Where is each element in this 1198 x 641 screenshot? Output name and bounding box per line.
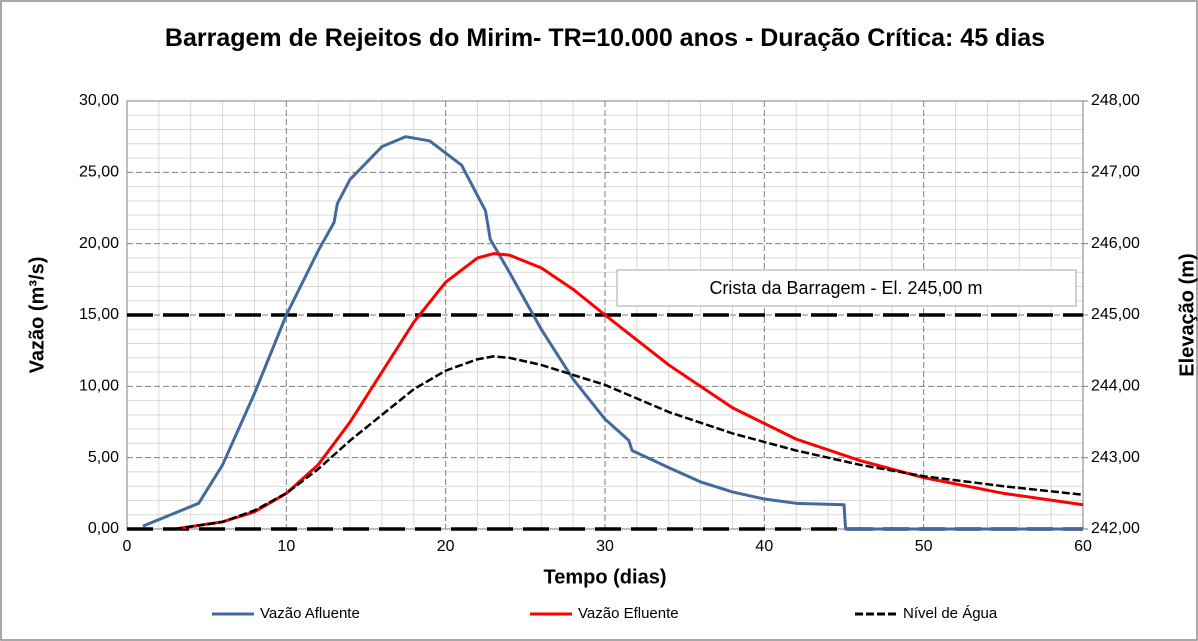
legend-label: Vazão Afluente: [260, 605, 360, 622]
annotation-box: [616, 269, 1077, 307]
legend-label: Nível de Água: [903, 605, 998, 622]
series-line: [174, 252, 1084, 531]
x-tick-label: 10: [277, 538, 295, 555]
y-tick-label: 20,00: [79, 235, 119, 252]
chart-title: Barragem de Rejeitos do Mirim- TR=10.000…: [164, 24, 1046, 52]
y2-tick-label: 243,00: [1091, 449, 1140, 466]
y-tick-label: 10,00: [79, 378, 119, 395]
y-tick-label: 5,00: [88, 449, 119, 466]
series-line: [174, 355, 1084, 531]
y2-tick-label: 248,00: [1091, 92, 1140, 109]
y-axis-label: Vazão (m³/s): [26, 257, 48, 374]
y2-tick-label: 242,00: [1091, 520, 1140, 537]
y2-tick-label: 247,00: [1091, 164, 1140, 181]
legend-label: Vazão Efluente: [578, 605, 679, 622]
y2-tick-label: 246,00: [1091, 235, 1140, 252]
x-tick-label: 20: [437, 538, 455, 555]
annotation: Crista da Barragem - El. 245,00 m: [709, 278, 982, 298]
x-tick-label: 30: [596, 538, 614, 555]
series-line: [142, 135, 1083, 531]
y2-axis-label: Elevação (m): [1176, 253, 1198, 376]
y-tick-label: 25,00: [79, 164, 119, 181]
x-tick-label: 50: [915, 538, 933, 555]
x-tick-label: 0: [123, 538, 132, 555]
y2-tick-label: 245,00: [1091, 306, 1140, 323]
x-axis-label: Tempo (dias): [544, 566, 667, 588]
x-tick-label: 60: [1074, 538, 1092, 555]
y-tick-label: 30,00: [79, 92, 119, 109]
y-tick-label: 15,00: [79, 306, 119, 323]
y2-tick-label: 244,00: [1091, 378, 1140, 395]
y-tick-label: 0,00: [88, 520, 119, 537]
x-tick-label: 40: [755, 538, 773, 555]
